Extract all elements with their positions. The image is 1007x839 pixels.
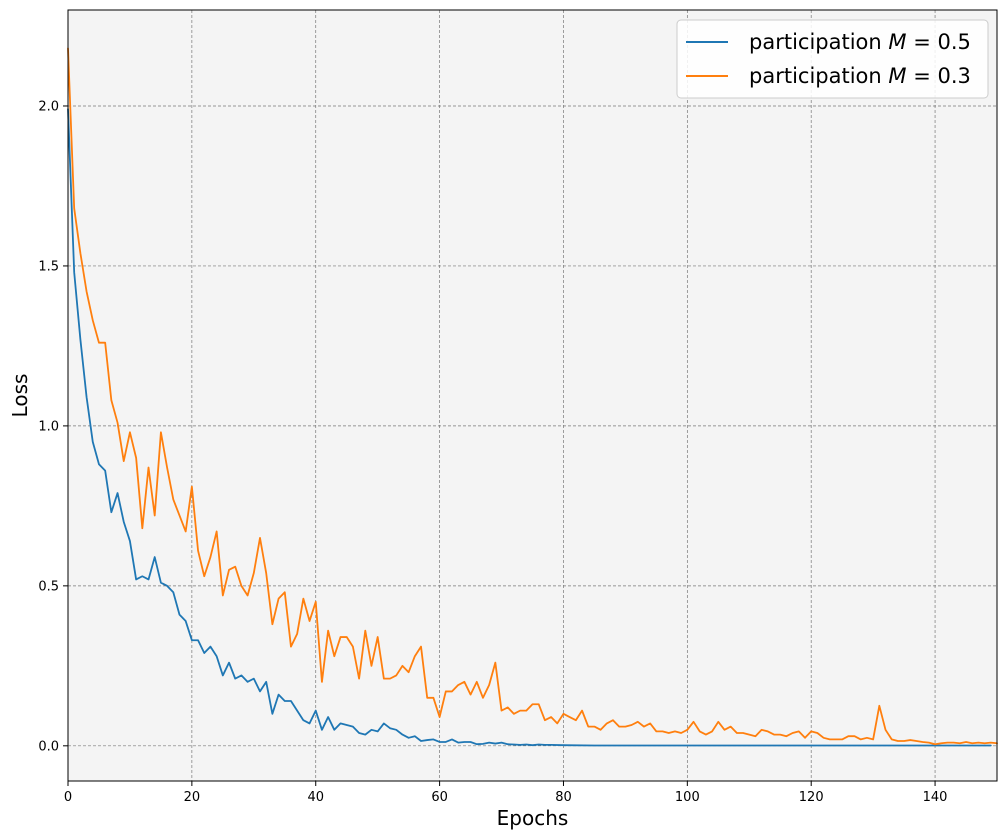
x-tick-label: 80 (555, 790, 572, 805)
legend-label-suffix: = 0.3 (907, 64, 971, 88)
y-axis-label: Loss (8, 374, 32, 418)
x-tick-label: 120 (799, 790, 824, 805)
plot-frame (67, 9, 998, 782)
y-tick-label: 1.0 (38, 419, 59, 434)
x-axis-label: Epochs (497, 806, 569, 830)
legend-label-variable: M (888, 30, 906, 54)
legend-label-2: participation M = 0.3 (749, 64, 971, 88)
y-tick-label: 0.5 (38, 579, 59, 594)
grid-lines (68, 10, 997, 781)
x-tick-label: 20 (184, 790, 201, 805)
axis-ticks: 0 20 40 60 80 100 120 140 0.0 0.5 1.0 1.5 2.0 (38, 99, 947, 805)
series-line-2 (67, 47, 998, 746)
legend-box (676, 19, 989, 99)
series-lines (67, 47, 998, 747)
legend-label-1: participation M = 0.5 (749, 30, 971, 54)
legend-label-prefix: participation (749, 64, 888, 88)
x-tick-label: 100 (675, 790, 700, 805)
plot-area (68, 10, 997, 781)
series-line-1 (67, 108, 992, 747)
y-tick-label: 2.0 (38, 99, 59, 114)
x-tick-label: 60 (431, 790, 448, 805)
x-tick-label: 140 (923, 790, 948, 805)
x-tick-label: 40 (307, 790, 324, 805)
y-tick-label: 1.5 (38, 259, 59, 274)
legend-label-variable: M (888, 64, 906, 88)
legend-label-suffix: = 0.5 (907, 30, 971, 54)
y-tick-label: 0.0 (38, 739, 59, 754)
legend-label-prefix: participation (749, 30, 888, 54)
x-tick-label: 0 (64, 790, 72, 805)
